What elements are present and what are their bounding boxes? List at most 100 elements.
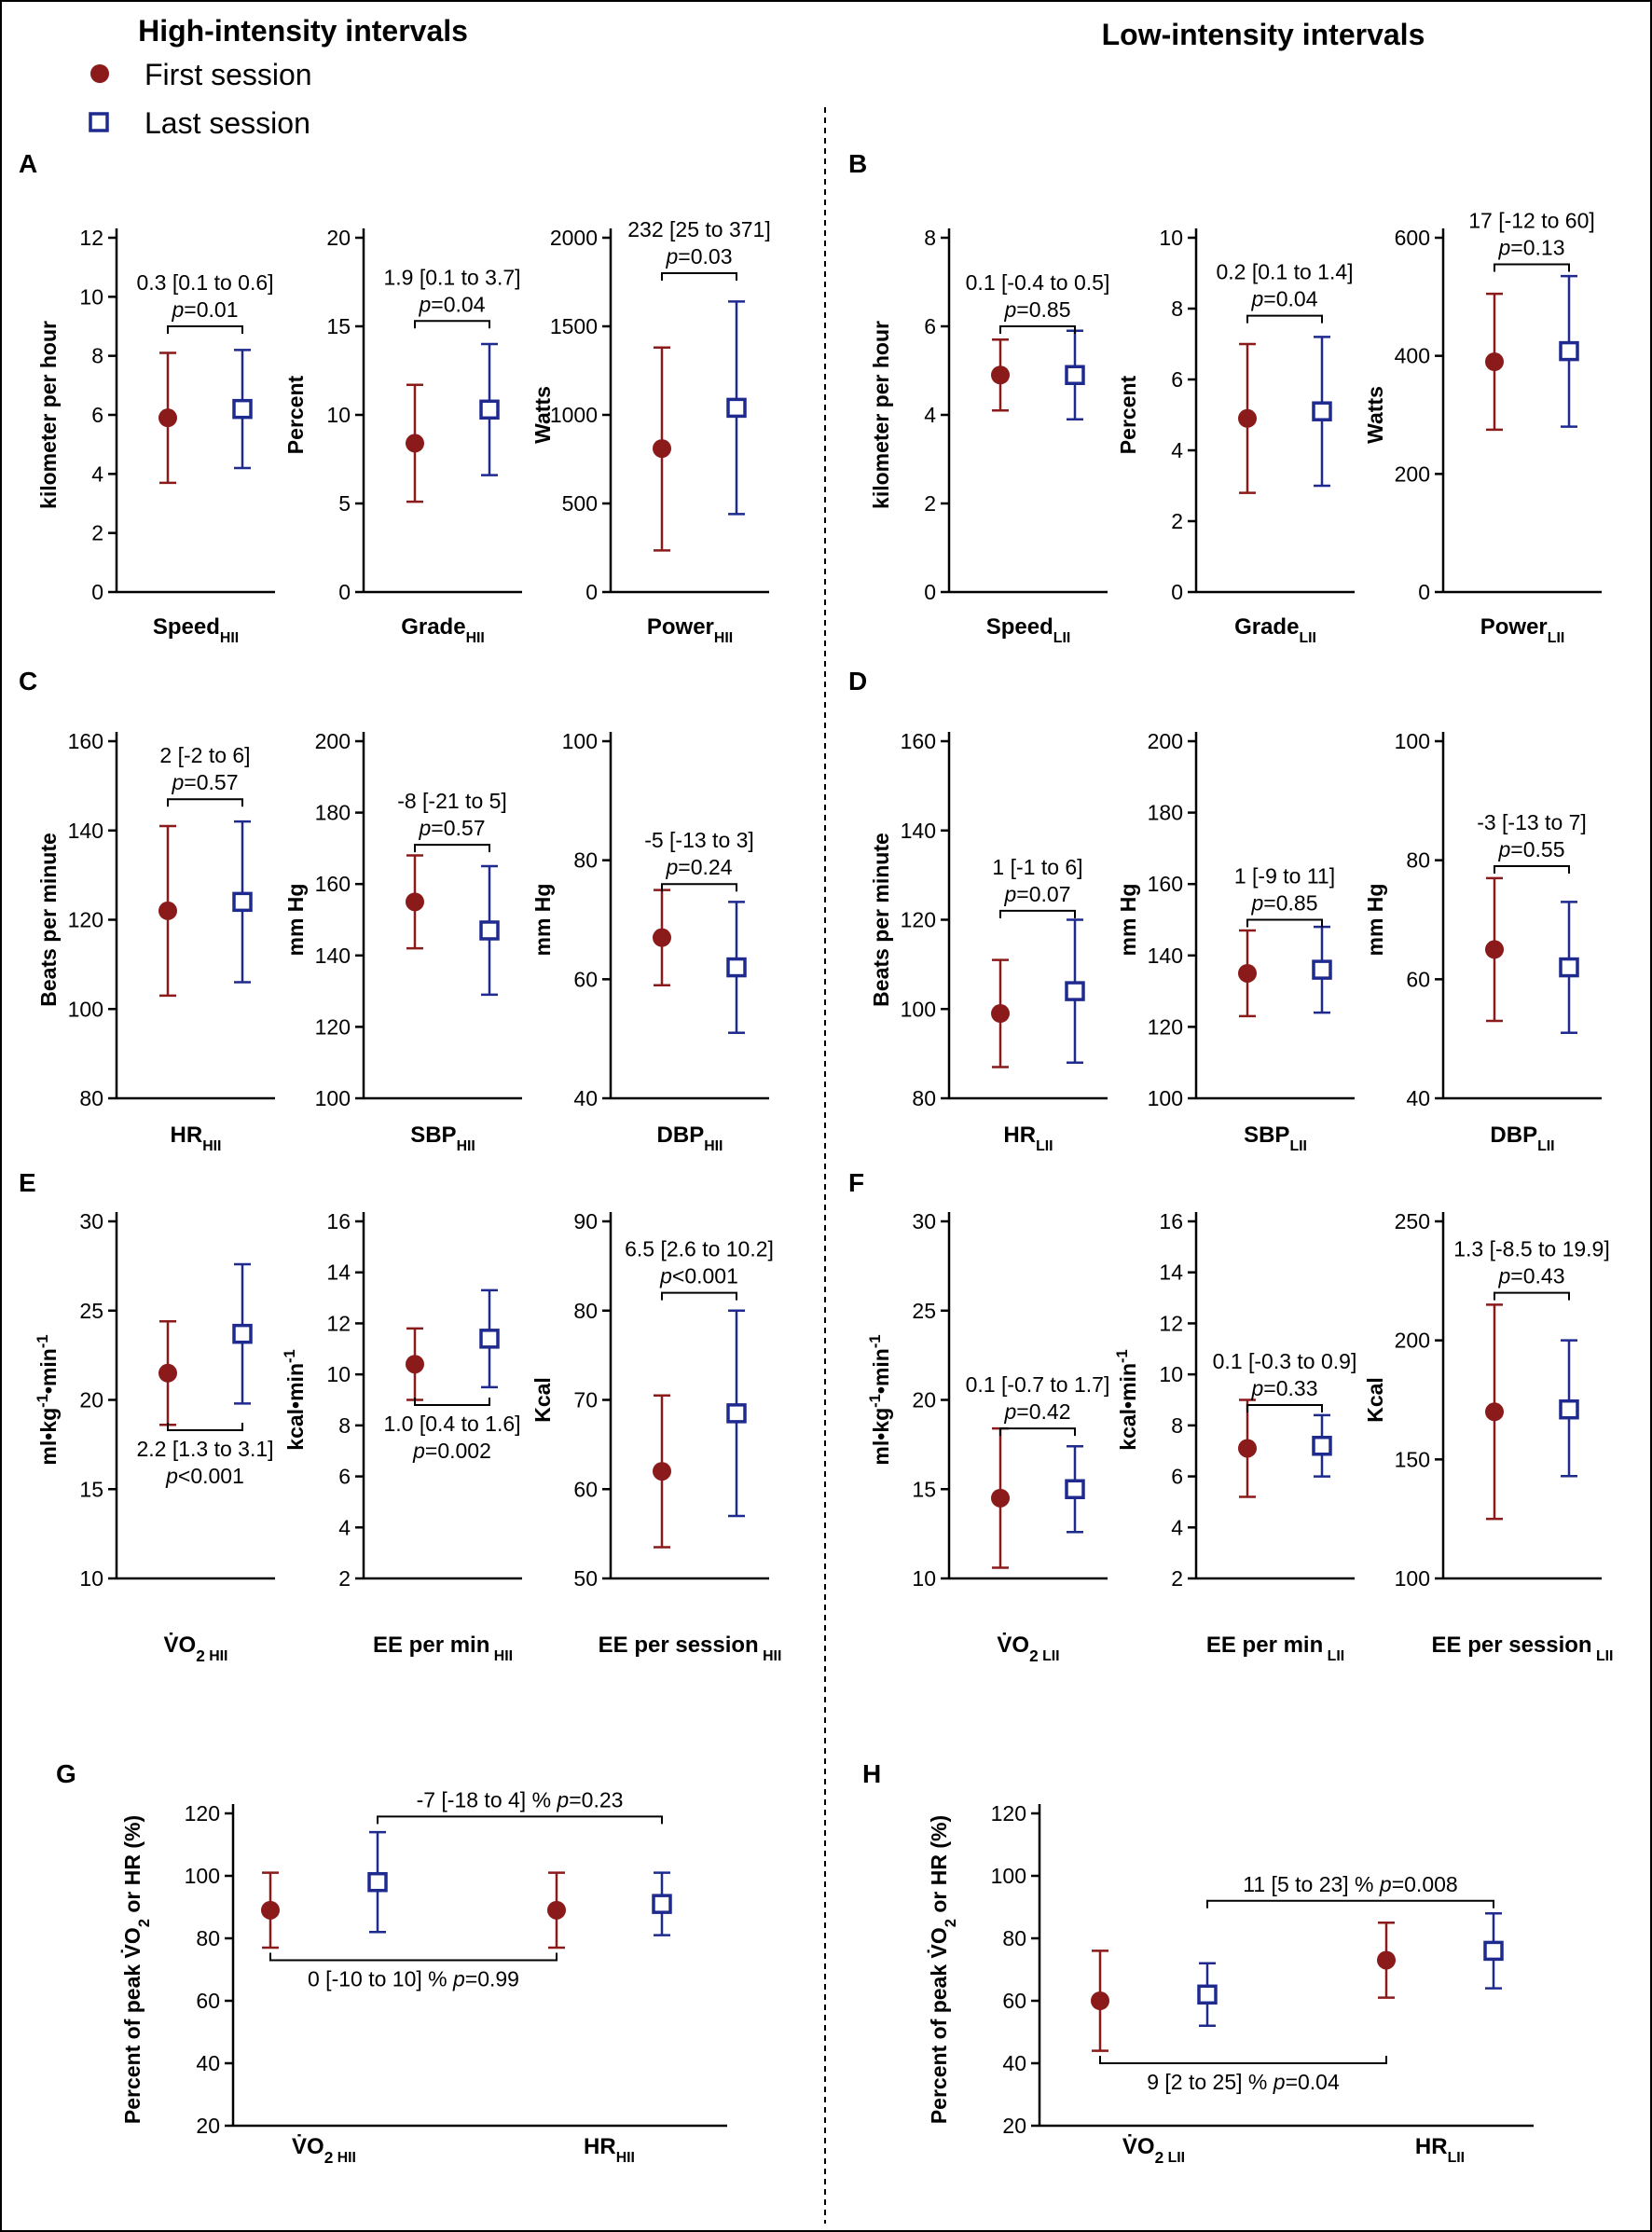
chart-panel-3: 0 500 1000 1500 2000 Watts PowerHII 232 [25 to … (530, 217, 771, 646)
y-tick-label: 8 (1171, 296, 1183, 321)
y-tick-label: 80 (912, 1086, 936, 1110)
last-session-point (1483, 1940, 1504, 1962)
legend-first-marker (90, 64, 109, 83)
x-axis-label: EE per session LII (1432, 1633, 1614, 1664)
y-axis-label: mm Hg (530, 884, 555, 957)
x-axis-label: V̇O2 LII (997, 1633, 1059, 1665)
panel-letter: C (19, 667, 37, 696)
first-session-point (1485, 352, 1504, 371)
y-tick-label: 100 (68, 997, 103, 1021)
y-tick-label: 40 (573, 1086, 598, 1110)
annotation-text: -5 [-13 to 3] (644, 828, 754, 852)
chart-panel-17: 2 4 6 8 10 12 14 16 kcal•min-1 EE per min LII 0.1 … (1113, 1209, 1357, 1664)
y-tick-label: 8 (1171, 1413, 1183, 1438)
last-session-point (726, 1403, 747, 1424)
x-axis-label: SBPLII (1244, 1123, 1307, 1154)
y-tick-label: 10 (912, 1566, 936, 1591)
y-tick-label: 600 (1395, 226, 1430, 250)
y-tick-label: 200 (315, 729, 351, 753)
significance-bracket (377, 1815, 663, 1825)
y-tick-label: 15 (912, 1477, 936, 1501)
y-tick-label: 100 (1395, 729, 1430, 753)
y-tick-label: 30 (912, 1209, 936, 1233)
annotation-text: 0 [-10 to 10] % p=0.99 (308, 1966, 519, 1991)
chart-panel-19: 20 40 60 80 100 120 G Percent of peak V̇O2 or H… (56, 1759, 727, 2167)
x-axis-label: SBPHII (410, 1123, 475, 1154)
legend-last-label: Last session (145, 106, 310, 140)
annotation-text: 0.1 [-0.3 to 0.9] (1213, 1349, 1357, 1373)
chart-panel-10: 80 100 120 140 160 D Beats per minute HRLII 1 [-… (848, 667, 1108, 1154)
annotation-text: 1.3 [-8.5 to 19.9] (1453, 1237, 1610, 1261)
significance-bracket (661, 272, 737, 281)
y-tick-label: 6 (1171, 1465, 1183, 1489)
y-tick-label: 200 (1148, 729, 1183, 753)
y-tick-label: 8 (91, 344, 103, 368)
right-heading: Low-intensity intervals (1102, 18, 1425, 51)
y-tick-label: 80 (196, 1926, 220, 1950)
panel-letter: D (848, 667, 867, 696)
y-tick-label: 20 (79, 1388, 103, 1412)
annotation-text: 0.2 [0.1 to 1.4] (1216, 260, 1353, 284)
chart-panel-2: 0 5 10 15 20 Percent GradeHII 1.9 [0.1 to 3.7] p… (283, 226, 522, 646)
first-session-point (653, 928, 671, 947)
annotation-text: p=0.01 (172, 297, 239, 322)
annotation-text: p=0.24 (666, 855, 733, 879)
chart-panel-6: 0 200 400 600 Watts PowerLII 17 [-12 to 60] p=0… (1363, 209, 1602, 646)
last-session-point (726, 957, 747, 978)
annotation-text: 1 [-1 to 6] (992, 855, 1082, 879)
first-session-point (991, 1004, 1010, 1024)
y-tick-label: 80 (1002, 1926, 1026, 1950)
x-axis-label: EE per min LII (1206, 1633, 1344, 1664)
chart-panel-11: 100 120 140 160 180 200 mm Hg SBPLII 1 [-9 to 11… (1116, 729, 1355, 1154)
y-tick-label: 4 (1171, 438, 1183, 462)
last-session-point (232, 1323, 253, 1344)
y-axis-label: Kcal (530, 1377, 555, 1423)
y-axis-label: Watts (530, 386, 555, 444)
y-tick-label: 60 (573, 1477, 598, 1501)
y-tick-label: 60 (1406, 967, 1430, 991)
significance-bracket (1246, 314, 1323, 324)
last-session-point (232, 398, 253, 420)
first-session-point (653, 1462, 671, 1481)
significance-bracket (999, 1427, 1076, 1437)
y-tick-label: 12 (79, 226, 103, 250)
y-tick-label: 12 (326, 1311, 351, 1335)
annotation-text: 0.1 [-0.4 to 0.5] (966, 270, 1110, 295)
y-tick-label: 200 (1395, 462, 1430, 486)
panel-letter: G (56, 1759, 76, 1788)
first-session-point (1091, 1991, 1109, 2010)
last-session-point (1312, 401, 1332, 421)
last-session-point (232, 891, 253, 913)
y-tick-label: 0 (338, 580, 351, 604)
y-tick-label: 0 (1418, 580, 1430, 604)
x-axis-label: HRHII (171, 1123, 222, 1154)
y-tick-label: 10 (326, 403, 351, 427)
y-tick-label: 14 (1159, 1261, 1183, 1285)
y-axis-label: ml•kg-1•min-1 (866, 1334, 894, 1465)
y-tick-label: 10 (79, 1566, 103, 1591)
y-axis-label: kilometer per hour (869, 321, 893, 509)
y-tick-label: 4 (338, 1515, 351, 1539)
last-session-point (479, 1329, 500, 1349)
annotation-text: 232 [25 to 371] (627, 217, 770, 241)
x-axis-label: GradeLII (1234, 614, 1316, 646)
y-tick-label: 25 (912, 1299, 936, 1323)
y-tick-label: 140 (68, 819, 103, 843)
annotation-text: -7 [-18 to 4] % p=0.23 (417, 1787, 624, 1812)
y-tick-label: 6 (91, 403, 103, 427)
y-tick-label: 16 (326, 1209, 351, 1233)
annotation-text: p=0.03 (666, 244, 733, 269)
y-tick-label: 500 (562, 491, 598, 516)
significance-bracket (661, 883, 737, 892)
first-session-point (1238, 408, 1257, 428)
annotation-text: 0.3 [0.1 to 0.6] (136, 270, 273, 295)
y-tick-label: 8 (338, 1413, 351, 1438)
y-tick-label: 100 (1395, 1566, 1430, 1591)
y-tick-label: 4 (91, 462, 103, 486)
y-tick-label: 14 (326, 1261, 351, 1285)
last-session-point (1559, 340, 1579, 362)
annotation-text: 11 [5 to 23] % p=0.008 (1243, 1872, 1457, 1896)
significance-bracket (1246, 918, 1323, 928)
